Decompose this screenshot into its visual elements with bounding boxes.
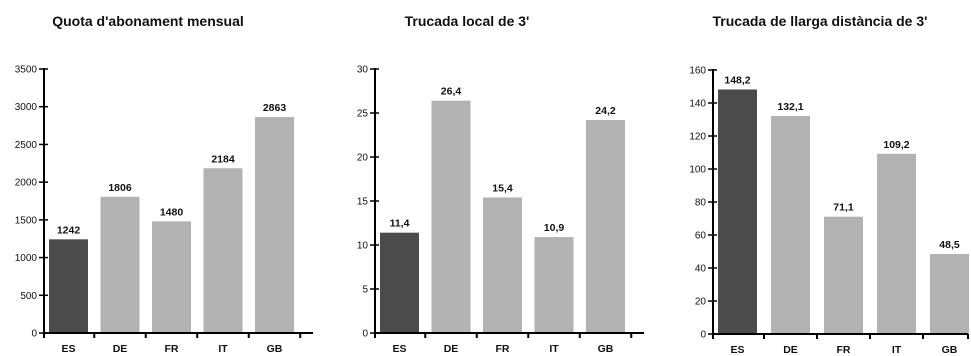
bar-fr xyxy=(152,221,191,333)
x-tick-label-gb: GB xyxy=(942,344,958,356)
x-tick-label-fr: FR xyxy=(496,343,510,355)
y-tick-label: 40 xyxy=(695,264,707,275)
y-tick-label: 120 xyxy=(689,132,706,143)
y-tick-label: 10 xyxy=(357,241,369,252)
y-tick-label: 2000 xyxy=(15,178,38,189)
x-tick-label-it: IT xyxy=(549,343,559,355)
bar-fr xyxy=(483,197,522,333)
y-tick-label: 15 xyxy=(357,197,369,208)
value-label-fr: 15,4 xyxy=(492,182,513,194)
value-label-es: 1242 xyxy=(57,224,81,236)
value-label-es: 11,4 xyxy=(390,218,410,230)
value-label-gb: 24,2 xyxy=(595,105,616,117)
chart-title-monthly-fee: Quota d'abonament mensual xyxy=(52,13,244,29)
x-tick-label-gb: GB xyxy=(598,343,614,355)
value-label-de: 132,1 xyxy=(777,101,803,113)
bar-it xyxy=(203,168,243,333)
value-label-de: 26,4 xyxy=(441,86,462,98)
y-tick-label: 5 xyxy=(362,285,368,296)
y-tick-label: 60 xyxy=(695,231,707,242)
x-tick-label-de: DE xyxy=(783,344,798,356)
y-tick-label: 500 xyxy=(20,291,37,302)
chart-title-long-distance-call: Trucada de llarga distància de 3' xyxy=(713,13,928,29)
x-tick-label-fr: FR xyxy=(165,343,179,355)
y-tick-label: 0 xyxy=(362,329,368,340)
value-label-gb: 48,5 xyxy=(939,239,960,251)
y-tick-label: 20 xyxy=(357,153,369,164)
y-tick-label: 30 xyxy=(357,65,369,76)
x-tick-label-es: ES xyxy=(730,344,744,356)
bar-es xyxy=(718,89,757,334)
bar-de xyxy=(771,116,810,334)
bar-gb xyxy=(930,253,969,334)
value-label-gb: 2863 xyxy=(263,102,287,114)
bar-es xyxy=(380,232,419,333)
y-tick-label: 80 xyxy=(695,198,707,209)
y-tick-label: 0 xyxy=(700,330,706,341)
x-tick-label-es: ES xyxy=(61,343,75,355)
value-label-es: 148,2 xyxy=(724,74,750,86)
y-tick-label: 1500 xyxy=(15,215,38,226)
x-tick-label-fr: FR xyxy=(837,344,851,356)
y-tick-label: 20 xyxy=(695,297,707,308)
x-tick-label-es: ES xyxy=(392,343,406,355)
y-tick-label: 100 xyxy=(689,165,706,176)
y-tick-label: 3000 xyxy=(15,102,38,113)
bar-de xyxy=(100,196,140,333)
y-tick-label: 25 xyxy=(357,109,369,120)
x-tick-label-it: IT xyxy=(892,344,902,356)
y-tick-label: 2500 xyxy=(15,140,38,151)
x-tick-label-it: IT xyxy=(218,343,228,355)
x-tick-label-gb: GB xyxy=(267,343,283,355)
bar-gb xyxy=(586,120,625,333)
chart-local-call: Trucada local de 3' 11,4 ES 26,4 DE 15,4 FR 10… xyxy=(357,13,644,355)
value-label-fr: 71,1 xyxy=(833,202,854,214)
bar-it xyxy=(534,237,574,333)
value-label-it: 2184 xyxy=(211,153,235,165)
x-tick-label-de: DE xyxy=(444,343,459,355)
chart-title-local-call: Trucada local de 3' xyxy=(405,13,530,29)
bar-it xyxy=(877,153,916,334)
value-label-de: 1806 xyxy=(108,182,132,194)
y-tick-label: 160 xyxy=(689,66,706,77)
bar-fr xyxy=(824,216,863,334)
chart-monthly-fee: Quota d'abonament mensual 1242 ES 1806 DE 14… xyxy=(15,13,313,355)
y-tick-label: 140 xyxy=(689,99,706,110)
y-tick-label: 1000 xyxy=(15,253,38,264)
x-tick-label-de: DE xyxy=(113,343,128,355)
value-label-it: 109,2 xyxy=(883,139,909,151)
value-label-fr: 1480 xyxy=(160,206,184,218)
value-label-it: 10,9 xyxy=(544,222,565,234)
bar-gb xyxy=(255,117,294,333)
chart-long-distance-call: Trucada de llarga distància de 3' 148,2 E… xyxy=(689,13,969,356)
bar-de xyxy=(431,100,471,334)
bar-es xyxy=(49,239,88,333)
y-tick-label: 0 xyxy=(31,329,37,340)
y-tick-label: 3500 xyxy=(15,65,38,76)
